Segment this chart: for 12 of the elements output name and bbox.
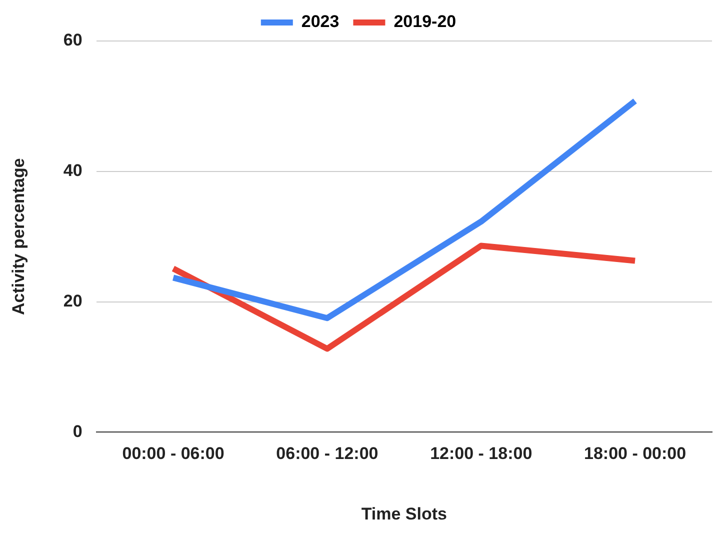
y-axis-title: Activity percentage [8, 158, 28, 316]
x-tick-label: 00:00 - 06:00 [122, 444, 224, 464]
x-tick-label: 06:00 - 12:00 [276, 444, 378, 464]
y-tick-label: 40 [63, 161, 82, 180]
legend-label: 2019-20 [394, 12, 456, 32]
legend-label: 2023 [301, 12, 340, 32]
x-axis-title: Time Slots [361, 504, 447, 524]
x-tick-label: 18:00 - 00:00 [584, 444, 686, 464]
y-tick-label: 0 [72, 422, 82, 441]
x-tick-label: 12:00 - 18:00 [430, 444, 532, 464]
y-tick-label: 60 [63, 30, 82, 50]
y-tick-label: 20 [63, 291, 82, 310]
